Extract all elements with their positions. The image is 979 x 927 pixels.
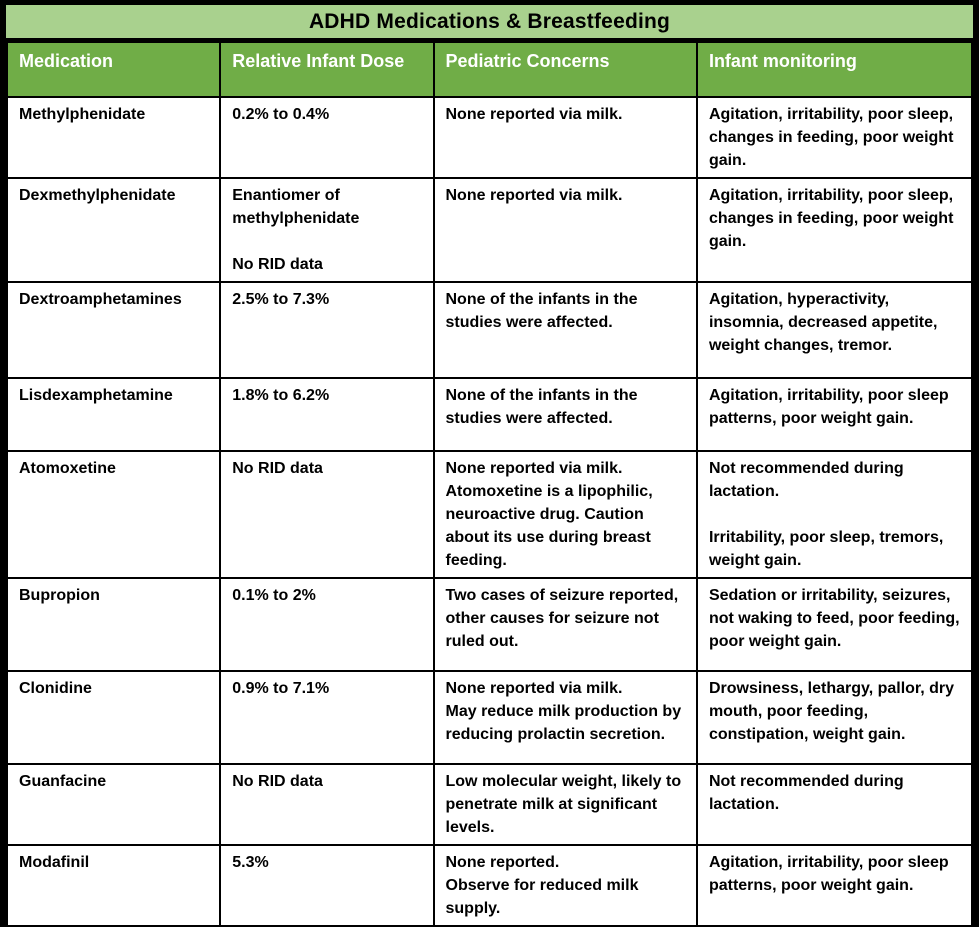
table-row: Lisdexamphetamine 1.8% to 6.2% None of t… [5, 377, 974, 452]
table-row: Dexmethylphenidate Enantiomer of methylp… [5, 177, 974, 283]
cell-medication: Guanfacine [5, 763, 222, 846]
cell-infant-monitoring: Drowsiness, lethargy, pallor, dry mouth,… [695, 670, 974, 765]
cell-pediatric-concerns: Two cases of seizure reported, other cau… [432, 577, 698, 672]
header-medication: Medication [5, 41, 222, 98]
cell-infant-monitoring: Agitation, irritability, poor sleep, cha… [695, 177, 974, 283]
cell-infant-monitoring: Agitation, irritability, poor sleep, cha… [695, 96, 974, 179]
cell-pediatric-concerns: None reported via milk. [432, 96, 698, 179]
cell-relative-infant-dose: 5.3% [219, 844, 435, 927]
cell-pediatric-concerns: None reported via milk. [432, 177, 698, 283]
cell-medication: Dextroamphetamines [5, 281, 222, 379]
table-row: Clonidine 0.9% to 7.1% None reported via… [5, 670, 974, 765]
cell-relative-infant-dose: No RID data [219, 450, 435, 579]
cell-relative-infant-dose: 0.1% to 2% [219, 577, 435, 672]
cell-infant-monitoring: Not recommended during lactation. Irrita… [695, 450, 974, 579]
header-infant-monitoring: Infant monitoring [695, 41, 974, 98]
cell-medication: Atomoxetine [5, 450, 222, 579]
cell-relative-infant-dose: 1.8% to 6.2% [219, 377, 435, 452]
table-row: Atomoxetine No RID data None reported vi… [5, 450, 974, 579]
header-pediatric-concerns: Pediatric Concerns [432, 41, 698, 98]
header-relative-infant-dose: Relative Infant Dose [219, 41, 435, 98]
cell-medication: Lisdexamphetamine [5, 377, 222, 452]
table-row: Guanfacine No RID data Low molecular wei… [5, 763, 974, 846]
table-frame: ADHD Medications & Breastfeeding Medicat… [5, 5, 974, 927]
cell-pediatric-concerns: None of the infants in the studies were … [432, 377, 698, 452]
medications-table: Medication Relative Infant Dose Pediatri… [5, 41, 974, 927]
header-row: Medication Relative Infant Dose Pediatri… [5, 41, 974, 98]
cell-pediatric-concerns: None of the infants in the studies were … [432, 281, 698, 379]
cell-infant-monitoring: Agitation, hyperactivity, insomnia, decr… [695, 281, 974, 379]
cell-pediatric-concerns: None reported via milk. Atomoxetine is a… [432, 450, 698, 579]
cell-relative-infant-dose: 2.5% to 7.3% [219, 281, 435, 379]
cell-relative-infant-dose: 0.9% to 7.1% [219, 670, 435, 765]
cell-medication: Modafinil [5, 844, 222, 927]
cell-pediatric-concerns: Low molecular weight, likely to penetrat… [432, 763, 698, 846]
table-row: Methylphenidate 0.2% to 0.4% None report… [5, 96, 974, 179]
cell-medication: Clonidine [5, 670, 222, 765]
cell-infant-monitoring: Sedation or irritability, seizures, not … [695, 577, 974, 672]
cell-infant-monitoring: Agitation, irritability, poor sleep patt… [695, 377, 974, 452]
cell-infant-monitoring: Not recommended during lactation. [695, 763, 974, 846]
table-row: Bupropion 0.1% to 2% Two cases of seizur… [5, 577, 974, 672]
cell-medication: Bupropion [5, 577, 222, 672]
page-title: ADHD Medications & Breastfeeding [6, 5, 973, 41]
cell-relative-infant-dose: No RID data [219, 763, 435, 846]
table-row: Modafinil 5.3% None reported. Observe fo… [5, 844, 974, 927]
cell-medication: Methylphenidate [5, 96, 222, 179]
cell-pediatric-concerns: None reported via milk. May reduce milk … [432, 670, 698, 765]
cell-pediatric-concerns: None reported. Observe for reduced milk … [432, 844, 698, 927]
cell-medication: Dexmethylphenidate [5, 177, 222, 283]
cell-relative-infant-dose: Enantiomer of methylphenidate No RID dat… [219, 177, 435, 283]
cell-relative-infant-dose: 0.2% to 0.4% [219, 96, 435, 179]
table-row: Dextroamphetamines 2.5% to 7.3% None of … [5, 281, 974, 379]
cell-infant-monitoring: Agitation, irritability, poor sleep patt… [695, 844, 974, 927]
